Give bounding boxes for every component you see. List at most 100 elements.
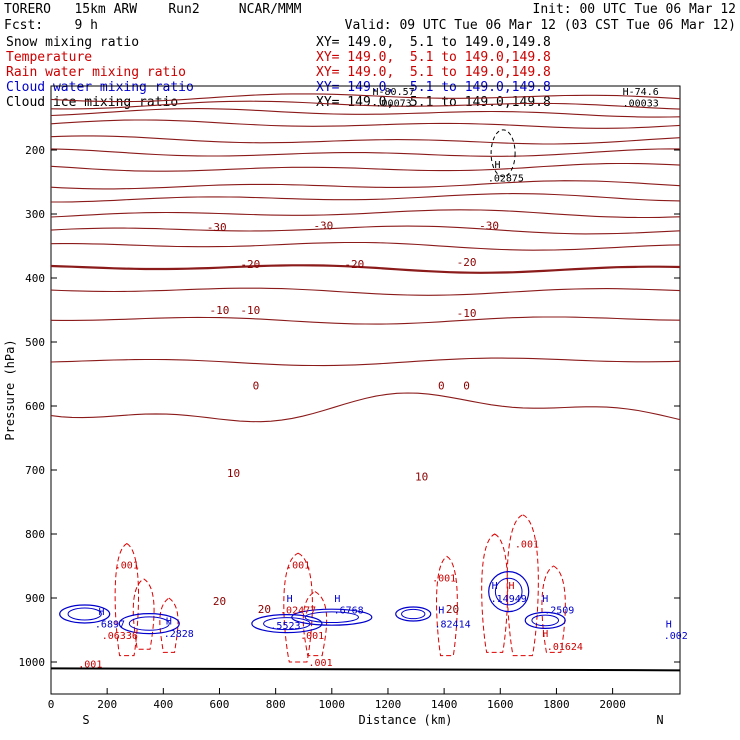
contour-label: 0 [463, 380, 470, 393]
plot-frame [50, 85, 681, 695]
x-tick-label: 400 [153, 698, 173, 711]
extremum-label: .06336 [102, 631, 138, 642]
endpoint-left-label: S [82, 713, 89, 727]
extremum-label: H [334, 594, 340, 605]
x-axis-label: Distance (km) [359, 713, 453, 727]
contour-label: -10 [457, 307, 477, 320]
isotherm-line [50, 135, 681, 145]
isotherm-line [50, 316, 681, 325]
endpoint-right-label: N [656, 713, 663, 727]
extremum-label: .001 [515, 540, 539, 551]
forecast-hour: Fcst: 9 h [4, 18, 98, 33]
cloud-water-contour [128, 616, 170, 631]
cloud-water-contour [59, 604, 111, 624]
rain-contour [302, 591, 328, 657]
y-tick-label: 900 [25, 592, 45, 605]
y-tick-label: 200 [25, 144, 45, 157]
extremum-label: .002 [664, 631, 688, 642]
x-tick-label: 1000 [319, 698, 346, 711]
cloud-water-contour [488, 570, 530, 613]
extremum-label: H [492, 581, 498, 592]
init-time: Init: 00 UTC Tue 06 Mar 12 [532, 2, 737, 17]
cloud-water-contour [291, 608, 373, 626]
isotherm-line [50, 119, 681, 129]
isotherm-line [50, 162, 681, 172]
field-range: XY= 149.0, 5.1 to 149.0,149.8 [316, 65, 551, 80]
contour-label: 20 [446, 603, 459, 616]
extremum-label: H-74.6 [623, 87, 659, 98]
extremum-label: H [542, 629, 548, 640]
contour-label: -10 [210, 304, 230, 317]
extremum-label: H [494, 160, 500, 171]
y-tick-label: 300 [25, 208, 45, 221]
cloud-water-contour [67, 607, 102, 621]
contour-label: -20 [457, 256, 477, 269]
x-tick-label: 1600 [487, 698, 514, 711]
field-name: Temperature [6, 50, 93, 65]
extremum-label: H [542, 594, 548, 605]
contour-label: 20 [258, 603, 271, 616]
field-range: XY= 149.0, 5.1 to 149.0,149.8 [316, 50, 551, 65]
extremum-label: .001 [300, 631, 324, 642]
field-name: Cloud water mixing ratio [6, 80, 194, 95]
y-tick-label: 500 [25, 336, 45, 349]
cloud-water-contour [524, 611, 566, 630]
x-tick-label: 1400 [431, 698, 458, 711]
rain-contour [114, 543, 140, 657]
valid-time: Valid: 09 UTC Tue 06 Mar 12 (03 CST Tue … [344, 18, 736, 33]
extremum-label: H [438, 606, 444, 617]
contour-label: -20 [344, 258, 364, 271]
isotherm-line [50, 148, 680, 157]
contour-label: 10 [227, 467, 240, 480]
extremum-label: .2509 [544, 606, 574, 617]
contour-label: -30 [313, 220, 333, 233]
field-name: Cloud ice mixing ratio [6, 95, 179, 110]
x-tick-label: 800 [266, 698, 286, 711]
isotherm-line [50, 264, 681, 274]
extremum-label: H [287, 594, 293, 605]
cloud-ice-contour [490, 129, 516, 178]
cloud-water-contour [395, 606, 432, 622]
contour-label: 0 [438, 380, 445, 393]
isotherm-line [50, 357, 681, 367]
isotherm-line [50, 287, 681, 296]
contour-label: -30 [207, 221, 227, 234]
contour-label: -20 [240, 258, 260, 271]
contour-label: -10 [240, 304, 260, 317]
rain-contour [481, 533, 509, 653]
extremum-label: .001 [115, 561, 139, 572]
extremum-label: H [509, 581, 515, 592]
field-name: Rain water mixing ratio [6, 65, 187, 80]
rain-contour [436, 555, 458, 657]
y-tick-label: 1000 [19, 656, 46, 669]
extremum-label: .6768 [334, 606, 364, 617]
extremum-label: .6897 [95, 620, 125, 631]
y-tick-label: 400 [25, 272, 45, 285]
isotherm-line [50, 241, 681, 251]
isotherm-line [50, 225, 681, 235]
field-name: Snow mixing ratio [6, 35, 140, 50]
extremum-label: .001 [78, 659, 102, 670]
isotherm-line [51, 193, 681, 203]
isotherm-line [50, 180, 681, 190]
extremum-label: .5523 [270, 621, 300, 632]
extremum-label: .2828 [164, 629, 194, 640]
extremum-label: H [166, 616, 172, 627]
model-title: TORERO 15km ARW Run2 NCAR/MMM [4, 2, 302, 17]
rain-contour [132, 578, 155, 650]
extremum-label: H [99, 607, 105, 618]
isotherm-line [50, 100, 681, 110]
x-tick-label: 600 [210, 698, 230, 711]
rain-contour [283, 552, 313, 663]
extremum-label: .001 [286, 561, 310, 572]
cloud-water-contour [251, 613, 323, 634]
y-tick-label: 700 [25, 464, 45, 477]
y-axis-label: Pressure (hPa) [3, 339, 17, 440]
x-tick-label: 0 [48, 698, 55, 711]
contour-label: 20 [213, 595, 226, 608]
cloud-water-contour [401, 608, 426, 620]
extremum-label: .02477 [280, 606, 316, 617]
contour-label: 10 [415, 470, 428, 483]
field-range: XY= 149.0, 5.1 to 149.0,149.8 [316, 35, 551, 50]
extremum-label: .01624 [547, 642, 583, 653]
